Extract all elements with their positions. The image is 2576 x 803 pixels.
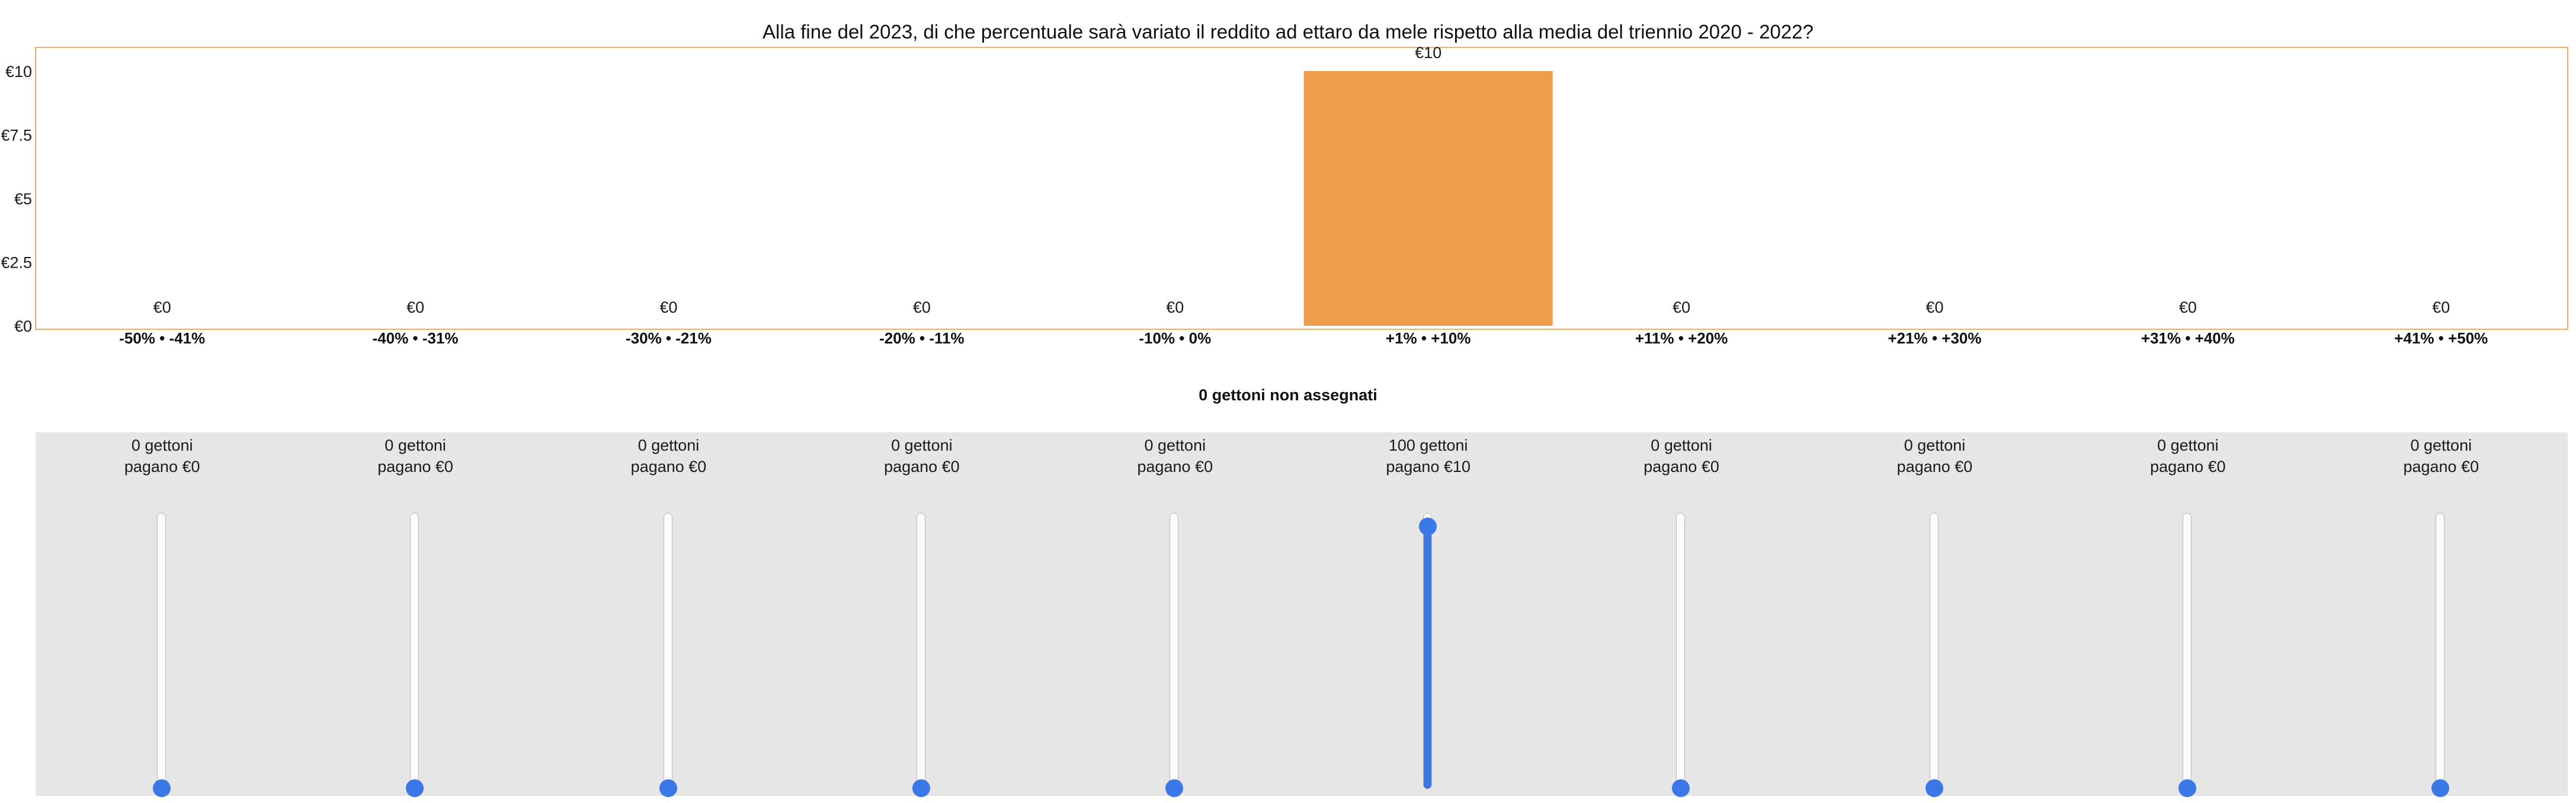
chart-title: Alla fine del 2023, di che percentuale s… [762, 21, 1814, 43]
x-tick-label: +21% • +30% [1888, 329, 1982, 347]
x-tick-label: +31% • +40% [2141, 329, 2235, 347]
payout-label: pagano €0 [1896, 458, 1973, 476]
slider-thumb[interactable] [2431, 779, 2450, 797]
token-slider-column: 0 gettoni pagano €0 [1593, 432, 1770, 797]
y-tick-label: €10 [5, 63, 32, 81]
token-slider-column: 0 gettoni pagano €0 [1846, 432, 2024, 797]
y-tick-label: €2.5 [1, 254, 32, 272]
slider-thumb[interactable] [406, 779, 424, 797]
tokens-count-label: 0 gettoni [891, 436, 953, 454]
slider-thumb[interactable] [912, 779, 930, 797]
slider-thumb[interactable] [659, 779, 677, 797]
tokens-count-label: 0 gettoni [2410, 436, 2472, 454]
tokens-count-label: 0 gettoni [1144, 436, 1206, 454]
x-tick-label: -20% • -11% [879, 329, 965, 347]
payout-label: pagano €0 [2150, 458, 2226, 476]
y-tick-label: €7.5 [1, 127, 32, 144]
slider-label: 0 gettoni pagano €0 [326, 435, 504, 477]
slider-track[interactable] [156, 513, 166, 789]
payout-label: pagano €0 [1643, 458, 1719, 476]
bar-value-label: €0 [1166, 298, 1184, 316]
bar-value-label: €0 [1673, 298, 1690, 316]
bar-value-label: €0 [2432, 298, 2450, 316]
unassigned-tokens-label: 0 gettoni non assegnati [1199, 386, 1377, 404]
x-tick-label: +1% • +10% [1386, 329, 1471, 347]
payout-label: pagano €0 [2403, 458, 2479, 476]
slider-label: 0 gettoni pagano €0 [2352, 435, 2530, 477]
tokens-count-label: 0 gettoni [1904, 436, 1966, 454]
token-slider-column: 0 gettoni pagano €0 [833, 432, 1011, 797]
token-slider-panel: 0 gettoni pagano €0 0 gettoni pagano €0 0 ge… [36, 432, 2568, 797]
bar-value-label: €0 [406, 298, 424, 316]
slider-fill [1423, 526, 1431, 789]
slider-track[interactable] [2436, 513, 2445, 789]
slider-label: 0 gettoni pagano €0 [73, 435, 251, 477]
slider-label: 0 gettoni pagano €0 [1593, 435, 1770, 477]
x-axis-labels: -50% • -41% -40% • -31% -30% • -21% -20% • … [119, 329, 2488, 347]
slider-label: 0 gettoni pagano €0 [1086, 435, 1264, 477]
slider-thumb[interactable] [1165, 779, 1184, 797]
slider-label: 0 gettoni pagano €0 [833, 435, 1011, 477]
token-slider-column: 0 gettoni pagano €0 [580, 432, 758, 797]
x-tick-label: -30% • -21% [626, 329, 712, 347]
payout-label: pagano €0 [1137, 458, 1213, 476]
tokens-count-label: 100 gettoni [1388, 436, 1468, 454]
token-slider-column: 0 gettoni pagano €0 [1086, 432, 1264, 797]
slider-track[interactable] [1929, 513, 1939, 789]
slider-track[interactable] [1676, 513, 1686, 789]
bars [1303, 71, 1553, 326]
token-slider-column: 0 gettoni pagano €0 [2352, 432, 2530, 797]
tokens-count-label: 0 gettoni [1651, 436, 1712, 454]
y-axis-ticks: €0 €2.5 €5 €7.5 €10 [1, 63, 32, 335]
x-tick-label: -10% • 0% [1139, 329, 1211, 347]
payout-label: pagano €0 [124, 458, 200, 476]
plot-frame [35, 47, 2568, 330]
slider-thumb[interactable] [152, 779, 171, 797]
y-tick-label: €0 [14, 317, 32, 335]
bar-value-label: €0 [2179, 298, 2197, 316]
tokens-count-label: 0 gettoni [637, 436, 700, 454]
tokens-count-label: 0 gettoni [131, 436, 193, 454]
tokens-count-label: 0 gettoni [2157, 436, 2219, 454]
x-tick-label: -50% • -41% [119, 329, 205, 347]
bar-chart: €0 €2.5 €5 €7.5 €10 €0 €0 €0 €0 €0 €10 €0 €0 €0 €0 -5… [1, 44, 2568, 347]
tokens-count-label: 0 gettoni [385, 436, 446, 454]
slider-label: 100 gettoni pagano €10 [1340, 435, 1517, 477]
bar-value-label: €0 [659, 298, 677, 316]
slider-thumb[interactable] [1418, 518, 1437, 535]
bar-value-label: €0 [913, 298, 931, 316]
x-tick-label: +41% • +50% [2394, 329, 2488, 347]
payout-label: pagano €0 [377, 458, 453, 476]
slider-label: 0 gettoni pagano €0 [1846, 435, 2024, 477]
slider-thumb[interactable] [2178, 779, 2196, 797]
y-tick-label: €5 [14, 190, 32, 208]
bar-value-label: €10 [1415, 44, 1441, 62]
payout-label: pagano €0 [630, 458, 707, 476]
slider-track[interactable] [410, 513, 419, 789]
value-labels: €0 €0 €0 €0 €0 €10 €0 €0 €0 €0 [153, 44, 2450, 316]
token-slider-column: 0 gettoni pagano €0 [2099, 432, 2277, 797]
bar-value-label: €0 [153, 298, 171, 316]
slider-track[interactable] [1170, 513, 1179, 789]
slider-track[interactable] [663, 513, 672, 789]
payout-label: pagano €10 [1386, 458, 1471, 476]
x-tick-label: +11% • +20% [1635, 329, 1728, 347]
payout-label: pagano €0 [884, 458, 960, 476]
slider-track[interactable] [916, 513, 925, 789]
token-slider-column: 0 gettoni pagano €0 [73, 432, 251, 797]
bar-value-label: €0 [1925, 298, 1943, 316]
slider-track[interactable] [2182, 513, 2191, 789]
token-slider-column: 0 gettoni pagano €0 [326, 432, 504, 797]
bar [1303, 71, 1553, 326]
slider-thumb[interactable] [1672, 779, 1690, 797]
token-slider-column: 100 gettoni pagano €10 [1340, 432, 1517, 796]
slider-label: 0 gettoni pagano €0 [2099, 435, 2277, 477]
slider-label: 0 gettoni pagano €0 [580, 435, 758, 477]
slider-thumb[interactable] [1925, 779, 1943, 797]
x-tick-label: -40% • -31% [373, 329, 459, 347]
